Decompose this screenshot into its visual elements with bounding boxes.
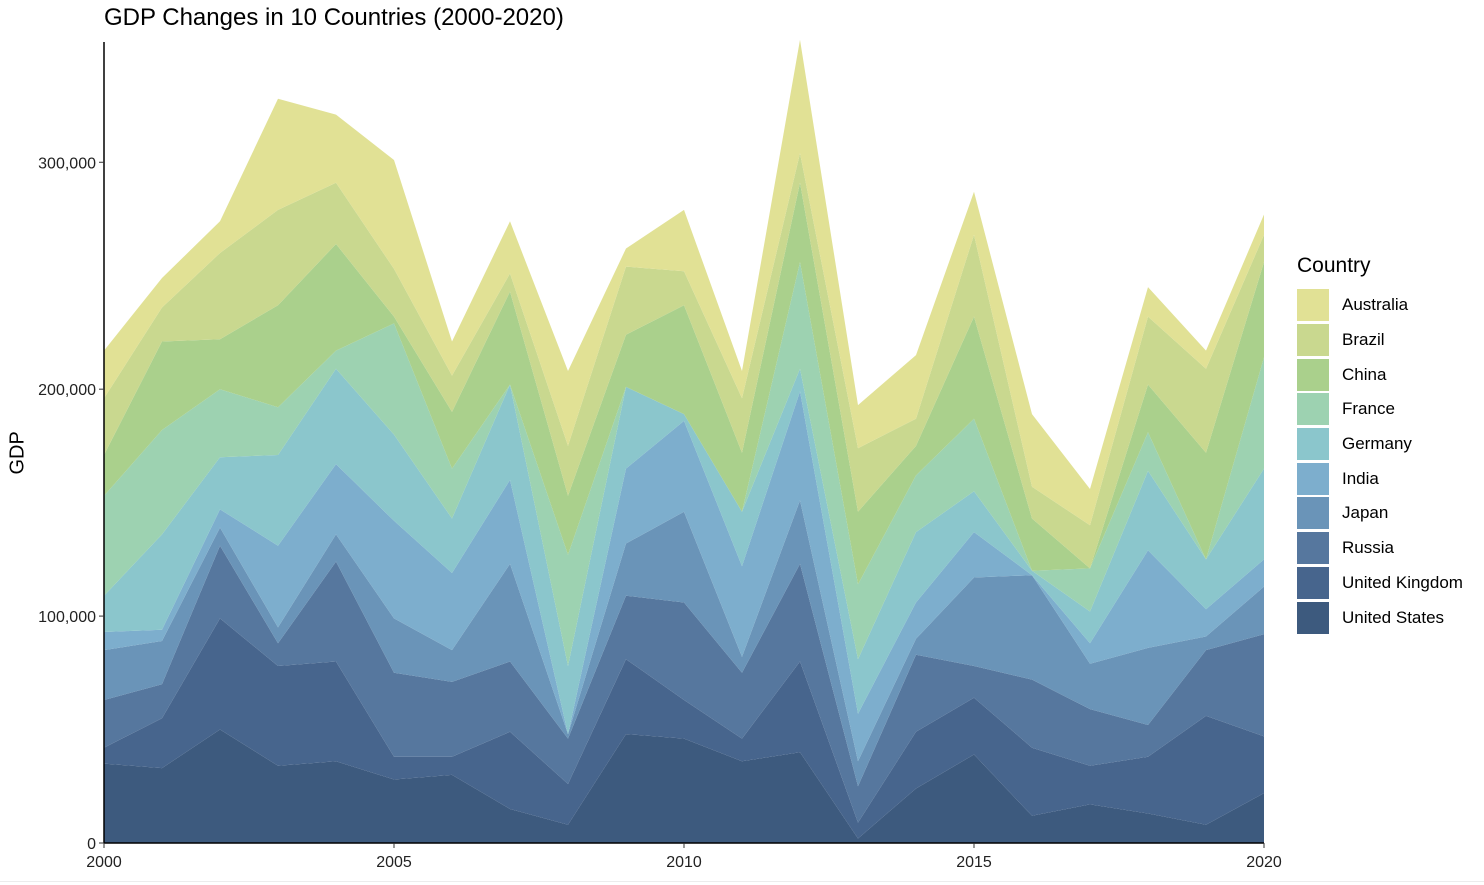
y-tick-label: 100,000 <box>38 609 96 626</box>
legend-items: Australia Brazil China France Germany India Ja… <box>1297 288 1463 635</box>
y-ticks: 0 100,000 200,000 300,000 <box>38 155 104 853</box>
x-ticks: 2000 2005 2010 2015 2020 <box>86 843 1282 871</box>
bottom-divider <box>0 881 1484 882</box>
area-united-kingdom <box>104 618 1264 839</box>
x-tick-label: 2020 <box>1246 854 1282 871</box>
legend-item: Russia <box>1297 531 1463 566</box>
legend-swatch <box>1297 393 1329 426</box>
area-france <box>104 262 1264 666</box>
legend-item: China <box>1297 357 1463 392</box>
legend: Country Australia Brazil China France German… <box>1297 254 1463 635</box>
legend-swatch <box>1297 497 1329 530</box>
legend-item: Australia <box>1297 288 1463 323</box>
legend-label: France <box>1342 399 1395 419</box>
legend-label: China <box>1342 364 1387 384</box>
legend-label: Brazil <box>1342 330 1385 350</box>
legend-label: United States <box>1342 607 1445 627</box>
legend-swatch <box>1297 289 1329 322</box>
legend-label: Russia <box>1342 538 1394 558</box>
legend-swatch <box>1297 324 1329 357</box>
y-tick-label: 200,000 <box>38 382 96 399</box>
x-tick-label: 2005 <box>376 854 412 871</box>
legend-swatch <box>1297 601 1329 634</box>
x-tick-label: 2010 <box>666 854 702 871</box>
legend-title: Country <box>1297 254 1371 277</box>
chart-title: GDP Changes in 10 Countries (2000-2020) <box>104 4 564 31</box>
legend-item: Brazil <box>1297 323 1463 358</box>
legend-item: Japan <box>1297 496 1463 531</box>
area-germany <box>104 368 1264 735</box>
legend-swatch <box>1297 566 1329 599</box>
legend-item: United Kingdom <box>1297 566 1463 601</box>
x-tick-label: 2015 <box>956 854 992 871</box>
area-layers <box>104 39 1264 843</box>
legend-label: Australia <box>1342 295 1409 315</box>
legend-item: India <box>1297 461 1463 496</box>
area-australia <box>104 39 1264 526</box>
area-russia <box>104 545 1264 823</box>
y-tick-label: 300,000 <box>38 155 96 172</box>
legend-label: India <box>1342 468 1379 488</box>
legend-label: Germany <box>1342 434 1412 454</box>
area-japan <box>104 500 1264 787</box>
area-united-states <box>104 729 1264 843</box>
legend-item: Germany <box>1297 427 1463 462</box>
legend-swatch <box>1297 532 1329 565</box>
legend-item: United States <box>1297 600 1463 635</box>
legend-label: United Kingdom <box>1342 572 1463 592</box>
area-china <box>104 182 1264 585</box>
legend-item: France <box>1297 392 1463 427</box>
legend-label: Japan <box>1342 503 1389 523</box>
legend-swatch <box>1297 462 1329 495</box>
legend-swatch <box>1297 358 1329 391</box>
y-tick-label: 0 <box>87 836 96 853</box>
area-brazil <box>104 153 1264 569</box>
area-india <box>104 391 1264 762</box>
x-tick-label: 2000 <box>86 854 122 871</box>
legend-swatch <box>1297 428 1329 461</box>
